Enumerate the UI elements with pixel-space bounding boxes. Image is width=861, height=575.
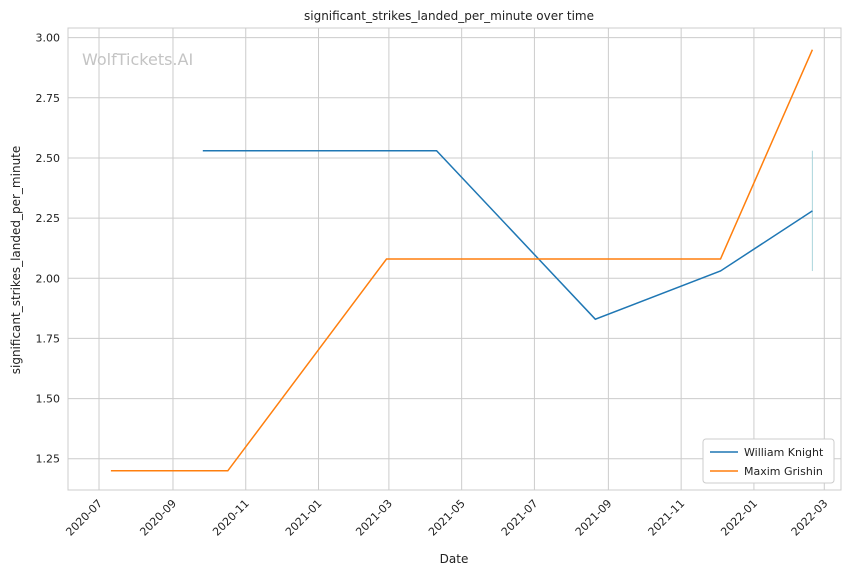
y-tick-label: 2.75 [36, 92, 61, 105]
x-axis-label: Date [440, 552, 469, 566]
x-tick-label: 2021-03 [353, 497, 395, 539]
y-axis-label: significant_strikes_landed_per_minute [9, 146, 23, 375]
x-tick-label: 2022-01 [718, 497, 760, 539]
x-tick-label: 2020-07 [63, 497, 105, 539]
x-tick-label: 2021-11 [646, 497, 688, 539]
x-tick-labels: 2020-07 2020-09 2020-11 2021-01 2021-03 2021-… [63, 497, 830, 539]
y-tick-labels: 1.25 1.50 1.75 2.00 2.25 2.50 2.75 3.00 [36, 32, 61, 466]
series-lines [110, 49, 814, 472]
legend-box [702, 438, 835, 484]
x-tick-label: 2020-09 [137, 497, 179, 539]
x-tick-label: 2021-05 [426, 497, 468, 539]
plot-frame [67, 27, 842, 491]
x-tick-label: 2020-11 [210, 497, 252, 539]
series-line-maxim-grishin [110, 49, 814, 472]
y-tick-label: 2.50 [36, 152, 61, 165]
watermark: WolfTickets.AI [82, 50, 193, 69]
x-tick-label: 2021-09 [573, 497, 615, 539]
legend-label-maxim-grishin: Maxim Grishin [744, 465, 823, 478]
x-tick-label: 2021-07 [499, 497, 541, 539]
x-tick-label: 2022-03 [789, 497, 831, 539]
legend-label-william-knight: William Knight [744, 446, 824, 459]
x-tick-label: 2021-01 [283, 497, 325, 539]
y-tick-label: 2.25 [36, 212, 61, 225]
legend: William Knight Maxim Grishin [702, 438, 835, 484]
series-line-william-knight [202, 149, 813, 321]
y-tick-label: 2.00 [36, 272, 61, 285]
y-tick-label: 3.00 [36, 32, 61, 45]
y-tick-label: 1.25 [36, 453, 61, 466]
chart-title: significant_strikes_landed_per_minute ov… [304, 9, 594, 23]
y-tick-label: 1.50 [36, 393, 61, 406]
y-tick-label: 1.75 [36, 332, 61, 345]
